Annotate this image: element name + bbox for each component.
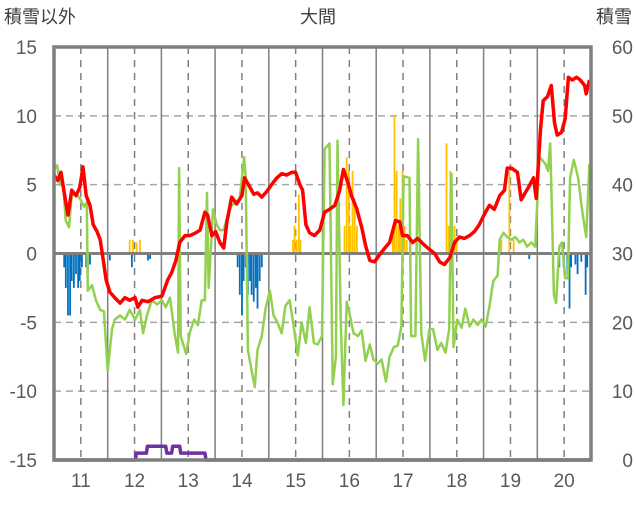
blue-bar (63, 253, 66, 268)
plot-frame (52, 45, 593, 462)
blue-bar (250, 253, 253, 295)
blue-bar (149, 253, 152, 260)
left-tick-label: -10 (10, 382, 37, 403)
blue-bar (108, 253, 111, 261)
blue-bar (580, 253, 583, 262)
blue-bar (72, 253, 75, 288)
x-tick-label: 14 (231, 471, 253, 492)
orange-bar (500, 239, 503, 254)
red-series-line (52, 75, 592, 309)
x-tick-label: 13 (178, 471, 199, 492)
x-tick-label: 17 (392, 471, 413, 492)
purple-series-line (54, 444, 591, 462)
orange-bar (132, 239, 134, 254)
right-tick-label: 60 (612, 38, 633, 59)
blue-bar (242, 253, 245, 282)
orange-bar (355, 225, 358, 254)
blue-bar (584, 253, 587, 295)
right-tick-label: 40 (612, 176, 633, 197)
blue-bar (238, 253, 241, 295)
blue-bar (78, 253, 81, 282)
left-tick-label: 5 (26, 176, 37, 197)
x-tick-label: 11 (71, 471, 91, 492)
right-tick-label: 10 (612, 382, 633, 403)
orange-bar (347, 170, 350, 254)
right-tick-label: 50 (612, 107, 633, 128)
left-tick-label: 10 (16, 107, 37, 128)
orange-bar (512, 239, 515, 254)
blue-bar (260, 253, 263, 268)
blue-bar (252, 253, 255, 302)
orange-bar (397, 225, 400, 254)
x-tick-label: 20 (554, 471, 575, 492)
blue-bar (576, 253, 579, 275)
x-tick-label: 16 (339, 471, 360, 492)
orange-bar (508, 170, 511, 254)
orange-bar (295, 239, 298, 254)
left-tick-label: 15 (16, 38, 37, 59)
orange-bar (353, 198, 356, 254)
orange-bar (403, 225, 406, 254)
blue-bar (574, 253, 577, 265)
left-tick-label: -5 (20, 313, 37, 334)
right-tick-label: 20 (612, 313, 633, 334)
orange-bar (293, 225, 296, 254)
blue-bar (77, 253, 80, 288)
green-series-line (53, 137, 591, 407)
orange-bar (297, 194, 300, 254)
orange-bar (447, 225, 450, 254)
orange-bar (395, 170, 398, 254)
series-lines (52, 75, 592, 462)
blue-bar (130, 253, 133, 268)
blue-bar (67, 253, 69, 316)
blue-bar (528, 253, 531, 260)
blue-bar (586, 253, 589, 268)
left-tick-label: -15 (10, 451, 37, 472)
plot-border (52, 45, 593, 462)
blue-bar (249, 253, 251, 282)
x-tick-label: 18 (446, 471, 467, 492)
right-axis-title: 積雪 (596, 7, 632, 27)
orange-bar (453, 225, 456, 254)
orange-bar (139, 239, 141, 254)
blue-bar (570, 253, 573, 268)
blue-bar (568, 253, 571, 309)
orange-bar (292, 239, 294, 254)
blue-bar (236, 253, 239, 268)
blue-bar (241, 253, 243, 316)
orange-bar (343, 225, 346, 254)
right-tick-label: 0 (622, 451, 633, 472)
right-tick-label: 30 (612, 245, 633, 266)
blue-bar (64, 253, 67, 288)
orange-bar (345, 157, 348, 254)
x-tick-label: 19 (500, 471, 521, 492)
blue-bar (69, 253, 72, 316)
blue-bar (89, 253, 91, 265)
orange-bar (455, 239, 458, 254)
left-tick-label: 0 (26, 245, 37, 266)
blue-bar (255, 253, 257, 288)
orange-bar (393, 115, 396, 254)
chart-title: 大間 (300, 7, 336, 27)
orange-bar (351, 170, 354, 254)
orange-bar (349, 225, 352, 254)
orange-bar (299, 239, 302, 254)
orange-bar (128, 239, 131, 254)
x-tick-label: 15 (285, 471, 306, 492)
blue-bar (258, 253, 261, 282)
blue-bar (70, 253, 73, 282)
x-tick-label: 12 (124, 471, 145, 492)
orange-bar (445, 143, 448, 254)
blue-bar (75, 253, 77, 275)
blue-bar (147, 253, 149, 261)
orange-bar (391, 232, 394, 254)
orange-bar (405, 239, 408, 254)
orange-bar (135, 242, 138, 254)
blue-bar (256, 253, 259, 309)
left-axis-title: 積雪以外 (4, 7, 76, 27)
blue-bar (81, 253, 83, 268)
